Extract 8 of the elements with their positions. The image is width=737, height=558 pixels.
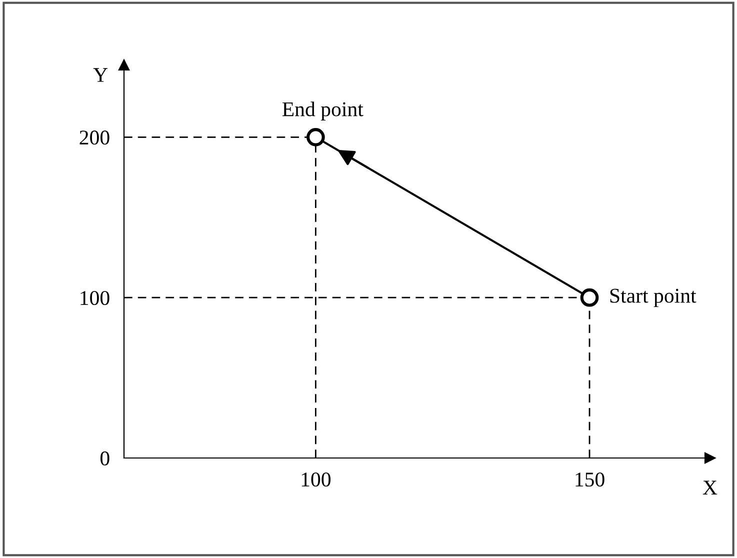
y-tick-label: 0 — [100, 451, 110, 466]
y-axis-title: Y — [93, 68, 108, 82]
y-tick-label: 100 — [80, 290, 110, 306]
y-tick-label: 200 — [80, 130, 110, 145]
x-tick-label: 150 — [576, 472, 604, 487]
annotation: Start point — [610, 288, 696, 308]
annotation: End point — [282, 102, 364, 121]
x-axis-title: X — [702, 480, 718, 494]
